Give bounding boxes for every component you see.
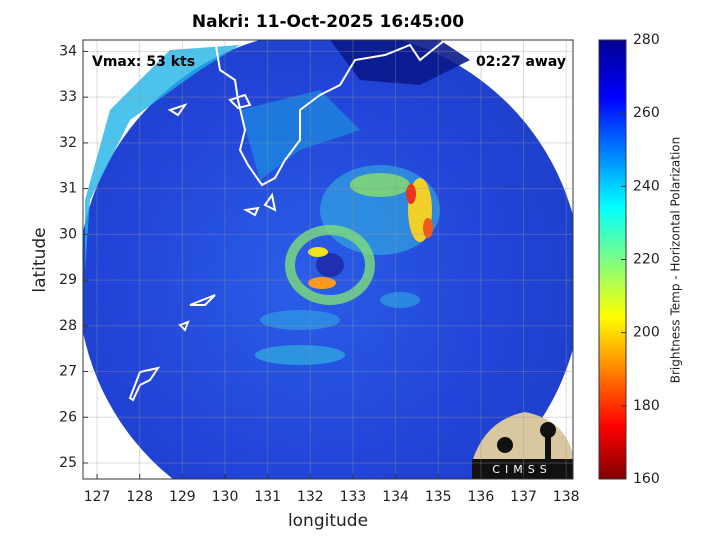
x-tick-label: 129 [169,489,196,505]
y-tick-label: 25 [59,455,77,471]
y-tick-label: 34 [59,43,77,59]
colorbar-tick-label: 160 [633,471,660,487]
x-tick-label: 137 [510,489,537,505]
x-tick-label: 128 [126,489,153,505]
cimss-logo: CIMSS [472,412,573,479]
x-tick-label: 138 [553,489,580,505]
colorbar-tick-label: 280 [633,32,660,48]
plot-frame [82,39,574,480]
chart-title: Nakri: 11-Oct-2025 16:45:00 [192,12,464,32]
y-tick-label: 31 [59,181,77,197]
y-tick-label: 26 [59,409,77,425]
x-tick-label: 133 [340,489,367,505]
x-tick-label: 131 [254,489,281,505]
y-tick-label: 30 [59,226,77,242]
colorbar-tick-label: 180 [633,398,660,414]
y-tick-label: 27 [59,364,77,380]
colorbar-tick-label: 200 [633,325,660,341]
satellite-image: CIMSS [83,40,573,479]
y-tick-label: 32 [59,135,77,151]
y-tick-label: 29 [59,272,77,288]
colorbar-tick-label: 220 [633,252,660,268]
x-tick-label: 132 [297,489,324,505]
y-axis-label: latitude [30,227,50,292]
x-tick-label: 134 [382,489,409,505]
x-tick-label: 127 [84,489,111,505]
colorbar-label: Brightness Temp - Horizontal Polarizatio… [669,137,683,384]
x-axis-label: longitude [288,511,368,531]
x-tick-label: 130 [212,489,239,505]
annotation: Vmax: 53 kts [92,54,195,70]
colorbar-tick-label: 240 [633,178,660,194]
colorbar-tick-label: 260 [633,105,660,121]
annotation: 02:27 away [476,54,566,70]
logo-text: CIMSS [492,463,551,476]
y-tick-label: 33 [59,89,77,105]
x-tick-label: 136 [468,489,495,505]
x-tick-label: 135 [425,489,452,505]
y-tick-label: 28 [59,318,77,334]
